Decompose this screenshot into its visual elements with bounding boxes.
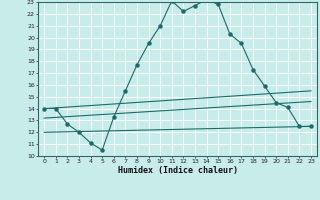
X-axis label: Humidex (Indice chaleur): Humidex (Indice chaleur) bbox=[118, 166, 238, 175]
